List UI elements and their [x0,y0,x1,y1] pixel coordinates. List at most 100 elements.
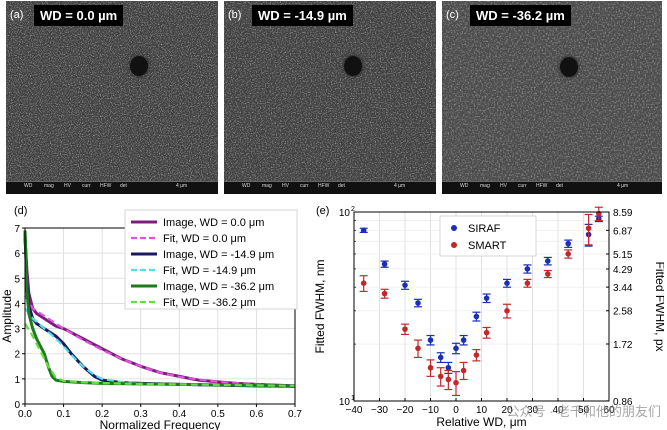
x-tick-label: 0.4 [172,409,186,420]
wd-label: WD = -36.2 µm [470,5,571,26]
legend: SIRAF SMART [439,215,537,257]
series-line-1 [24,295,296,387]
legend-marker-0 [451,225,457,231]
data-point-smart [460,367,467,374]
data-point-smart [427,364,434,371]
y-right-tick-label: 5.15 [613,250,633,261]
data-point-smart [504,308,510,314]
y-tick-label: 1 [14,375,20,386]
legend-entry-4: Image, WD = -36.2 μm [163,281,274,293]
legend-entry-0: Image, WD = 0.0 μm [163,217,264,229]
y-right-tick-label: 6.87 [613,226,633,237]
sem-panel-a: (a) WD = 0.0 µm WD mag HV curr HFW det 4 µm [6,1,218,194]
legend-box [439,215,537,257]
y-tick-label: 6 [14,249,20,260]
data-point-smart [437,373,444,380]
legend-entry-2: Image, WD = -14.9 μm [163,249,274,261]
sem-info-bar: WD mag HV curr HFW det 4 µm [224,181,436,194]
x-tick-label: 0 [453,405,459,416]
panel-label: (d) [14,205,27,217]
x-tick-label: 60 [603,405,615,416]
legend-entry-1: SMART [468,240,507,252]
data-point-smart [565,251,571,257]
data-point-siraf [427,337,434,343]
wd-label: WD = 0.0 µm [34,5,124,26]
legend-entry-0: SIRAF [468,223,501,235]
data-point-smart [360,280,367,287]
data-point-siraf [437,354,444,361]
y-right-tick-label: 1.72 [613,340,633,351]
y-tick-label: 3 [14,325,20,336]
x-tick-label: 50 [578,405,590,416]
y-axis-label-right: Fitted FWHM, px [653,261,664,351]
sem-texture-b [224,1,436,194]
data-point-smart [473,352,480,358]
y-tick-label: 0 [14,400,20,411]
data-point-siraf [453,345,459,352]
y-right-tick-label: 4.29 [613,265,633,276]
data-point-siraf [445,364,452,371]
data-point-smart [483,329,490,336]
data-point-siraf [473,313,480,320]
data-point-smart [524,280,531,287]
y-tick-label: 7 [14,224,20,235]
data-point-siraf [483,295,490,301]
x-tick-label: 0.7 [288,409,302,420]
sem-info-bar: WD mag HV curr HFW det 4 µm [6,181,218,194]
y-right-tick-label: 8.59 [613,208,633,219]
x-tick-label: −30 [371,405,388,416]
x-tick-label: 30 [527,405,539,416]
x-tick-label: 0.0 [18,409,32,420]
sem-info-bar: WD mag HV curr HFW det 4 µm [442,181,662,194]
x-tick-label: −40 [346,405,363,416]
sem-texture-c [442,1,662,194]
y-tick-label: 10 [339,397,351,408]
y-right-tick-label: 0.86 [613,397,633,408]
x-tick-label: −10 [422,405,439,416]
y-tick-label: 5 [14,274,20,285]
sem-panel-b: (b) WD = -14.9 µm WD mag HV curr HFW det 4 … [224,1,436,194]
sem-pit [130,56,148,76]
x-tick-label: 40 [552,405,564,416]
legend-marker-1 [451,242,457,248]
wd-label: WD = -14.9 µm [252,5,353,26]
watermark: 公众号 · 老千和他的朋友们 [506,404,661,419]
legend: Image, WD = 0.0 μm Fit, WD = 0.0 μm Image,… [124,209,298,310]
x-tick-label: 10 [476,405,488,416]
data-point-smart [415,345,421,352]
y-tick-label: 2 [14,350,20,361]
y-right-tick-label: 2.58 [613,307,633,318]
y-tick-label: 10 [339,208,351,219]
sem-pit [344,56,362,76]
x-tick-label: 0.2 [95,409,109,420]
data-point-smart [545,271,551,277]
legend-entry-1: Fit, WD = 0.0 μm [163,233,246,245]
data-point-smart [453,379,459,386]
data-point-siraf [381,261,388,267]
data-point-siraf [360,227,367,234]
x-tick-label: 0.6 [249,409,263,420]
x-tick-label: 20 [501,405,513,416]
sem-texture-a [6,1,218,194]
y-right-tick-label: 3.44 [613,283,633,294]
data-point-smart [402,326,408,332]
data-point-siraf [415,300,421,306]
sem-panel-c: (c) WD = -36.2 µm WD mag HV curr HFW det 4 … [442,1,662,194]
panel-label: (c) [446,9,459,21]
amplitude-plot: (d) 0.0 0.1 0.2 0.3 0.4 0.5 0.6 0.7 0 1 2 3 4 5 6 7 Norm… [0,205,302,430]
y-axis-label: Amplitude [0,289,14,343]
data-point-smart [585,225,592,232]
x-tick-label: 0.3 [134,409,148,420]
data-point-siraf [524,266,531,272]
x-tick-label: 0.5 [211,409,225,420]
panel-label: (e) [316,205,329,217]
legend-entry-5: Fit, WD = -36.2 μm [163,297,256,309]
y-tick-label: 4 [14,299,20,310]
y-tick-exp: 1 [351,395,355,402]
x-axis-label: Normalized Frequency [100,418,221,430]
data-point-smart [445,376,452,383]
panel-label: (b) [228,9,242,21]
y-tick-exp: 2 [351,206,355,213]
legend-entry-3: Fit, WD = -14.9 μm [163,265,256,277]
